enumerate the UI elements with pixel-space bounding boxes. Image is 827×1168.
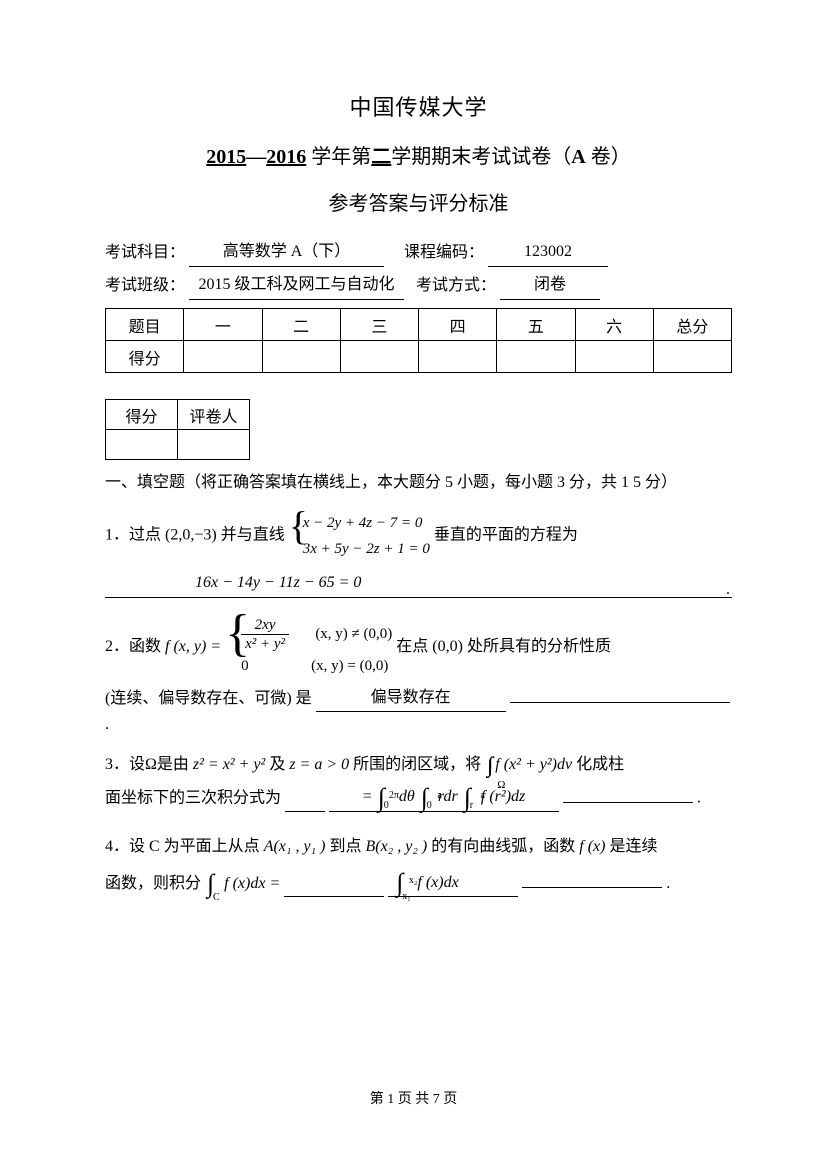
question-2-line2: (连续、偏导数存在、可微) 是 偏导数存在 . [105,685,732,738]
q1-prefix: 1．过点 [105,527,161,544]
q3-text-a: 3．设Ω是由 [105,756,189,773]
score-cell [497,341,575,373]
q1-suffix: 垂直的平面的方程为 [434,527,578,544]
grader-score-cell [106,430,178,460]
university-title: 中国传媒大学 [105,90,732,122]
score-cell [262,341,340,373]
page-footer: 第 1 页 共 7 页 [0,1088,827,1108]
q1-eq1: x − 2y + 4z − 7 = 0 [303,515,423,531]
th-0: 题目 [106,309,184,341]
section-1-intro: 一、填空题（将正确答案填在横线上，本大题分 5 小题，每小题 3 分，共 1 5… [105,470,732,496]
paper-letter: A [571,146,585,168]
q4-text-d: 是连续 [609,838,657,855]
th-6: 六 [575,309,653,341]
q1-point: (2,0,−3) [165,527,217,544]
score-cell [340,341,418,373]
th-5: 五 [497,309,575,341]
q3-line2a: 面坐标下的三次积分式为 [105,790,281,807]
term-number: 二 [371,146,391,168]
q2-answer: 偏导数存在 [316,685,506,712]
question-4: 4．设 C 为平面上从点 A(x₁ , y₁ ) 到点 B(x₂ , y₂ ) … [105,834,732,860]
question-3-line2: 面坐标下的三次积分式为 = ∫2π0 dθ ∫a0 rdr ∫ar f (r²)… [105,784,732,811]
meta-row-1: 考试科目： 高等数学 A（下） 课程编码： 123002 [105,238,732,267]
th-2: 二 [262,309,340,341]
score-cell [653,341,731,373]
question-1: 1．过点 (2,0,−3) 并与直线 { x − 2y + 4z − 7 = 0… [105,510,732,562]
grader-person-label: 评卷人 [178,400,250,430]
q1-system: { x − 2y + 4z − 7 = 0 3x + 5y − 2z + 1 =… [289,510,430,562]
th-1: 一 [184,309,262,341]
q4-ptA: A(x₁ , y₁ ) [264,838,326,855]
term-text-b: 学期期末考试试卷（ [391,146,571,168]
score-cell [419,341,497,373]
question-2: 2．函数 f (x, y) = { 2xy x² + y² (x, y) ≠ (… [105,616,732,679]
exam-title: 2015—2016 学年第二学期期末考试试卷（A 卷） [105,140,732,169]
integral-c-icon: ∫C [207,871,214,897]
method-label: 考试方式： [416,277,496,294]
q4-answer: ∫x₂x₁ f (x)dx [388,870,518,897]
q3-text-b: 及 [269,756,289,773]
q4-fx: f (x) [579,838,605,855]
subtitle: 参考答案与评分标准 [105,187,732,216]
q4-blank-left [284,896,384,897]
q4-text-a: 4．设 C 为平面上从点 [105,838,264,855]
q3-eq-a: z² = x² + y² [193,756,265,773]
q1-dot: . [726,581,730,599]
subject-label: 考试科目： [105,244,185,261]
q3-eq-b: z = a > 0 [289,756,349,773]
class-value: 2015 级工科及网工与自动化 [189,271,404,300]
q3-text-d: 化成柱 [576,756,624,773]
q2-mid: 在点 [396,638,428,655]
q1-mid: 并与直线 [221,527,285,544]
q4-lhs: f (x)dx = [224,875,280,892]
code-label: 课程编码： [404,244,484,261]
term-text-c: 卷） [586,146,631,168]
q2-suffix: 处所具有的分析性质 [467,638,611,655]
grader-person-cell [178,430,250,460]
year-end: 2016 [266,146,306,168]
score-value-row: 得分 [106,341,732,373]
q2-fxy: f (x, y) = [165,638,225,655]
th-4: 四 [419,309,497,341]
q1-eq2: 3x + 5y − 2z + 1 = 0 [303,541,430,557]
code-value: 123002 [488,238,608,267]
q3-blank [285,811,325,812]
q3-int-expr: f (x² + y²)dv [495,756,572,773]
question-3: 3．设Ω是由 z² = x² + y² 及 z = a > 0 所围的闭区域，将… [105,752,732,778]
q2-cond1: (x, y) ≠ (0,0) [315,626,392,642]
q4-ptB: B(x₂ , y₂ ) [365,838,427,855]
th-3: 三 [340,309,418,341]
meta-row-2: 考试班级： 2015 级工科及网工与自动化 考试方式： 闭卷 [105,271,732,300]
q3-text-c: 所围的闭区域，将 [353,756,481,773]
q2-pt: (0,0) [432,638,463,655]
score-cell [575,341,653,373]
q2-prefix: 2．函数 [105,638,165,655]
q2-piecewise: { 2xy x² + y² (x, y) ≠ (0,0) 0 (x, y) = … [225,616,392,679]
year-start: 2015 [206,146,246,168]
score-table: 题目 一 二 三 四 五 六 总分 得分 [105,308,732,373]
q1-answer: 16x − 14y − 11z − 65 = 0 [195,574,361,592]
q2-line2a: (连续、偏导数存在、可微) 是 [105,690,312,707]
q4-text-b: 到点 [329,838,365,855]
term-text-a: 学年第 [311,146,371,168]
score-header-row: 题目 一 二 三 四 五 六 总分 [106,309,732,341]
th-7: 总分 [653,309,731,341]
grader-score-label: 得分 [106,400,178,430]
q3-answer: = ∫2π0 dθ ∫a0 rdr ∫ar f (r²)dz [329,784,559,811]
subject-value: 高等数学 A（下） [189,238,384,267]
question-4-line2: 函数，则积分 ∫C f (x)dx = ∫x₂x₁ f (x)dx . [105,870,732,897]
q1-answer-line: 16x − 14y − 11z − 65 = 0 . [105,576,732,598]
q4-line2a: 函数，则积分 [105,875,201,892]
class-label: 考试班级： [105,277,185,294]
score-label-cell: 得分 [106,341,184,373]
q2-cond2: (x, y) = (0,0) [311,658,388,674]
score-cell [184,341,262,373]
grader-table: 得分 评卷人 [105,399,250,460]
q4-text-c: 的有向曲线弧，函数 [431,838,579,855]
method-value: 闭卷 [500,271,600,300]
